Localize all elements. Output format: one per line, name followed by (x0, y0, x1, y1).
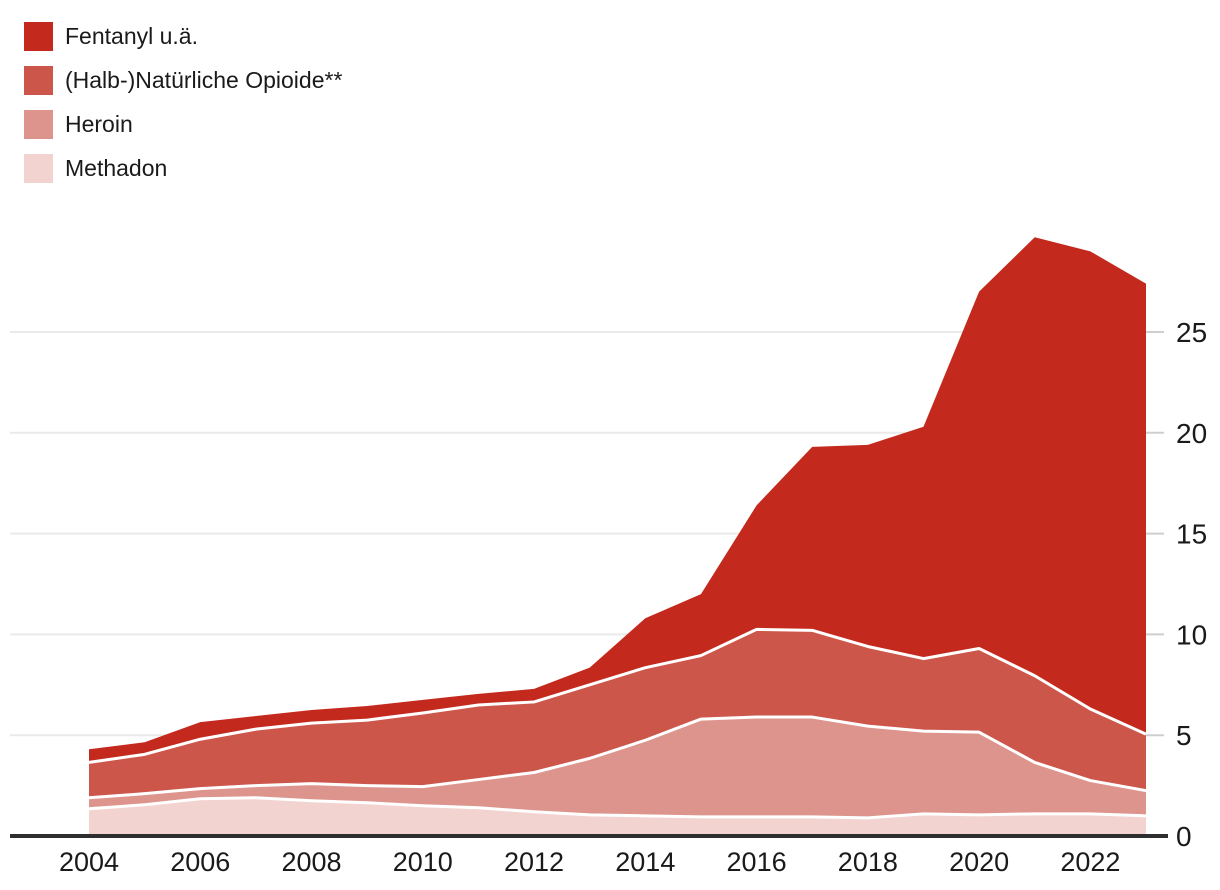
area-band-halb-nat-rliche-opioide (89, 629, 1146, 798)
legend-label-heroin: Heroin (65, 111, 133, 137)
y-axis-label-15: 15 (1176, 519, 1207, 550)
chart-legend: Fentanyl u.ä. (Halb-)Natürliche Opioide*… (24, 22, 342, 198)
legend-item-natural-opioids: (Halb-)Natürliche Opioide** (24, 66, 342, 95)
area-band-fentanyl-u (89, 237, 1146, 763)
x-axis-label-2004: 2004 (59, 847, 119, 877)
x-axis-label-2006: 2006 (170, 847, 230, 877)
legend-item-fentanyl: Fentanyl u.ä. (24, 22, 342, 51)
area-band-heroin (89, 717, 1146, 818)
x-axis-label-2022: 2022 (1060, 847, 1120, 877)
y-axis-label-20: 20 (1176, 418, 1207, 449)
x-axis-label-2020: 2020 (949, 847, 1009, 877)
legend-item-heroin: Heroin (24, 110, 342, 139)
area-band-methadon (89, 797, 1146, 836)
x-axis-label-2014: 2014 (615, 847, 675, 877)
band-separator-0 (88, 796, 1147, 820)
x-axis-label-2012: 2012 (504, 847, 564, 877)
methadon-color-swatch (24, 154, 53, 183)
x-axis-label-2010: 2010 (393, 847, 453, 877)
fentanyl-color-swatch (24, 22, 53, 51)
y-axis-label-25: 25 (1176, 317, 1207, 348)
band-separator-2 (88, 627, 1147, 764)
x-axis-label-2018: 2018 (838, 847, 898, 877)
band-separator-1 (88, 715, 1147, 800)
heroin-color-swatch (24, 110, 53, 139)
y-axis-label-10: 10 (1176, 619, 1207, 650)
y-axis-label-5: 5 (1176, 720, 1192, 751)
legend-item-methadon: Methadon (24, 154, 342, 183)
x-axis-label-2016: 2016 (727, 847, 787, 877)
legend-label-methadon: Methadon (65, 155, 168, 181)
x-axis-label-2008: 2008 (281, 847, 341, 877)
y-axis-label-0: 0 (1176, 821, 1192, 852)
legend-label-fentanyl: Fentanyl u.ä. (65, 23, 198, 49)
natural-opioids-color-swatch (24, 66, 53, 95)
legend-label-natural-opioids: (Halb-)Natürliche Opioide** (65, 67, 343, 93)
